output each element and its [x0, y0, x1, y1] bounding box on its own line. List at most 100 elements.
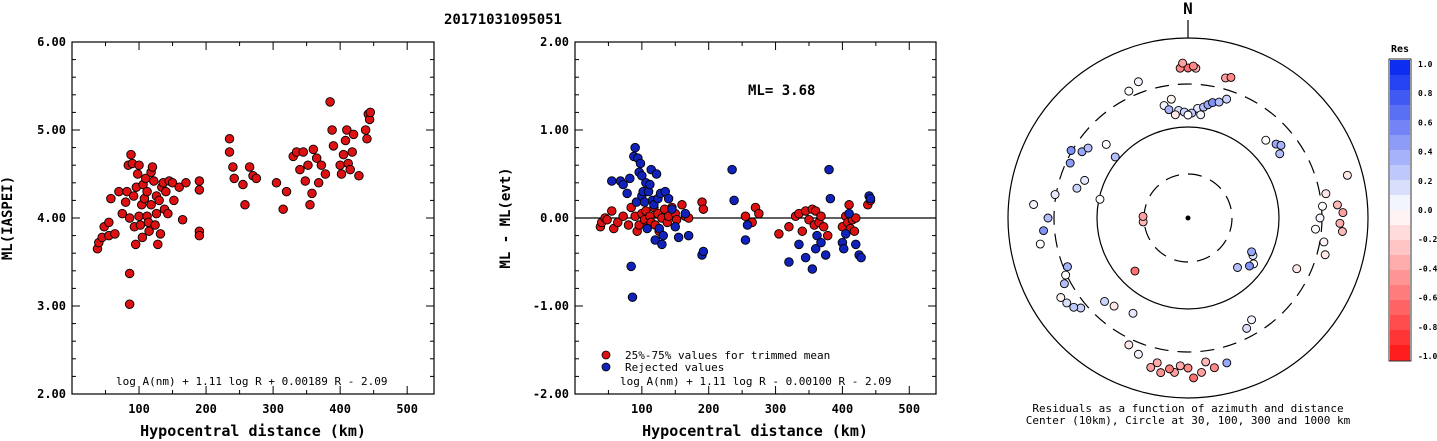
left-point-series-0: [154, 195, 164, 206]
left-point-series-0: [174, 182, 185, 192]
polar-point: [1069, 302, 1079, 312]
left-ytick-label: 3.00: [37, 299, 66, 313]
middle-point-series-1: [654, 223, 664, 234]
middle-point-series-1: [622, 188, 632, 199]
colorbar-swatch: [1390, 315, 1410, 331]
middle-point-series-1: [740, 235, 751, 245]
middle-point-series-0: [818, 222, 829, 232]
polar-point: [1138, 211, 1148, 221]
left-point-series-0: [130, 239, 141, 250]
left-point-series-0: [150, 220, 160, 230]
left-point-series-0: [224, 134, 235, 144]
left-xtick-label: 500: [396, 402, 418, 416]
left-point-series-0: [338, 149, 349, 160]
left-point-series-0: [336, 169, 347, 179]
left-point-series-0: [228, 162, 238, 172]
left-point-series-0: [132, 169, 143, 179]
polar-point: [1319, 237, 1329, 247]
colorbar-tick-label: 0.4: [1418, 148, 1433, 157]
middle-point-series-1: [626, 261, 636, 272]
left-point-series-0: [117, 208, 128, 219]
left-point-series-0: [354, 171, 364, 181]
left-point-series-0: [271, 178, 282, 188]
ring-1000km: [1007, 37, 1369, 399]
left-xtick-label: 400: [329, 402, 351, 416]
polar-point: [1080, 175, 1090, 185]
colorbar-swatch: [1390, 105, 1410, 121]
middle-point-series-1: [607, 176, 617, 186]
polar-point: [1050, 190, 1060, 200]
middle-data-points: [595, 142, 876, 302]
middle-point-series-1: [642, 223, 652, 234]
legend-label-trimmed: 25%-75% values for trimmed mean: [625, 349, 830, 362]
polar-point: [1275, 149, 1285, 159]
epicenter-dot: [1185, 215, 1191, 221]
middle-point-series-1: [856, 252, 866, 263]
left-point-series-0: [181, 178, 191, 188]
middle-point-series-1: [727, 164, 737, 175]
middle-point-series-1: [841, 229, 851, 239]
middle-point-series-1: [742, 220, 753, 230]
left-xlabel: Hypocentral distance (km): [140, 422, 366, 440]
ring-100km: [1096, 126, 1280, 310]
polar-point: [1035, 239, 1045, 249]
polar-point: [1100, 296, 1110, 306]
middle-point-series-1: [651, 169, 662, 179]
middle-point-series-0: [677, 200, 687, 210]
left-ytick-label: 6.00: [37, 35, 66, 49]
legend-label-rejected: Rejected values: [625, 361, 724, 374]
polar-point: [1242, 323, 1252, 333]
middle-point-series-0: [602, 215, 612, 225]
middle-point-series-1: [851, 239, 861, 250]
colorbar-title: Res: [1391, 44, 1409, 55]
colorbar-swatch: [1390, 210, 1410, 226]
middle-xtick-label: 400: [832, 402, 854, 416]
polar-point: [1201, 357, 1211, 367]
colorbar-frame: [1388, 58, 1412, 362]
polar-point: [1337, 227, 1347, 236]
middle-axis-ticks: 100 200 300 400 500 -2.00 -1.00 0.00 1.00 2.00: [533, 35, 936, 416]
left-point-series-0: [167, 178, 178, 188]
polar-point: [1247, 315, 1257, 325]
middle-point-series-0: [754, 208, 764, 219]
left-ylabel: ML(IASPEI): [0, 176, 16, 260]
middle-point-series-1: [650, 235, 660, 245]
colorbar-swatch: [1390, 60, 1410, 76]
left-point-series-0: [229, 173, 239, 184]
colorbar-tick-label: 0.6: [1418, 118, 1433, 127]
middle-annotation: log A(nm) + 1.11 log R - 0.00100 R - 2.0…: [620, 375, 892, 388]
legend-marker-rejected: [601, 362, 611, 372]
polar-point: [1164, 105, 1174, 115]
polar-point: [1342, 170, 1352, 180]
polar-point: [1165, 364, 1174, 374]
middle-point-series-1: [680, 208, 691, 219]
colorbar-swatch: [1390, 300, 1410, 316]
polar-point: [1332, 200, 1342, 210]
left-point-series-0: [122, 186, 132, 197]
middle-ytick-label: 0.00: [540, 211, 569, 225]
polar-point: [1056, 293, 1066, 302]
left-point-series-0: [135, 220, 146, 230]
middle-point-series-1: [844, 208, 854, 219]
polar-point: [1124, 340, 1134, 350]
left-point-series-0: [147, 162, 158, 172]
polar-point: [1124, 86, 1134, 96]
polar-point: [1072, 183, 1082, 193]
polar-point: [1083, 143, 1093, 153]
left-point-series-0: [281, 186, 292, 197]
middle-point-series-1: [800, 252, 811, 263]
colorbar-swatch: [1390, 150, 1410, 166]
polar-point: [1245, 261, 1254, 271]
polar-point: [1175, 361, 1185, 371]
colorbar-swatch: [1390, 330, 1410, 346]
middle-point-series-1: [658, 230, 668, 241]
colorbar-swatch: [1390, 135, 1410, 151]
middle-xtick-label: 100: [631, 402, 653, 416]
left-point-series-0: [313, 178, 324, 188]
polar-point: [1066, 146, 1076, 155]
colorbar-tick-label: 0.0: [1418, 206, 1433, 215]
polar-point: [1029, 200, 1039, 209]
left-xtick-label: 200: [195, 402, 217, 416]
left-point-series-0: [137, 232, 148, 243]
figure-title: 20171031095051: [444, 12, 562, 28]
